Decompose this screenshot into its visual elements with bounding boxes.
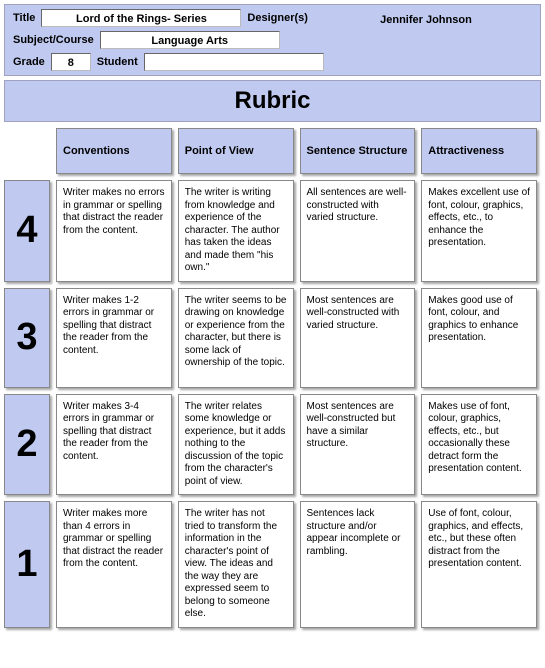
col-header-conventions: Conventions (56, 128, 172, 174)
cell-4-sentence: All sentences are well-constructed with … (300, 180, 416, 282)
score-2: 2 (4, 394, 50, 496)
cell-2-conventions: Writer makes 3-4 errors in grammar or sp… (56, 394, 172, 496)
grade-field[interactable]: 8 (51, 53, 91, 71)
subject-field[interactable]: Language Arts (100, 31, 280, 49)
col-header-sentence-structure: Sentence Structure (300, 128, 416, 174)
grade-label: Grade (7, 56, 51, 68)
cell-2-pov: The writer relates some knowledge or exp… (178, 394, 294, 496)
designer-value: Jennifer Johnson (314, 10, 538, 26)
cell-2-sentence: Most sentences are well-constructed but … (300, 394, 416, 496)
cell-3-pov: The writer seems to be drawing on knowle… (178, 288, 294, 388)
student-field[interactable] (144, 53, 324, 71)
cell-1-pov: The writer has not tried to transform th… (178, 501, 294, 628)
cell-1-conventions: Writer makes more than 4 errors in gramm… (56, 501, 172, 628)
col-header-point-of-view: Point of View (178, 128, 294, 174)
header-panel: Title Lord of the Rings- Series Designer… (4, 4, 541, 76)
score-1: 1 (4, 501, 50, 628)
cell-3-sentence: Most sentences are well-constructed with… (300, 288, 416, 388)
designer-label: Designer(s) (241, 12, 314, 24)
title-field[interactable]: Lord of the Rings- Series (41, 9, 241, 27)
grid-corner (4, 128, 50, 174)
cell-3-conventions: Writer makes 1-2 errors in grammar or sp… (56, 288, 172, 388)
cell-4-pov: The writer is writing from knowledge and… (178, 180, 294, 282)
cell-4-conventions: Writer makes no errors in grammar or spe… (56, 180, 172, 282)
subject-label: Subject/Course (7, 34, 100, 46)
cell-1-sentence: Sentences lack structure and/or appear i… (300, 501, 416, 628)
student-label: Student (91, 56, 144, 68)
cell-4-attractiveness: Makes excellent use of font, colour, gra… (421, 180, 537, 282)
score-3: 3 (4, 288, 50, 388)
cell-2-attractiveness: Makes use of font, colour, graphics, eff… (421, 394, 537, 496)
cell-3-attractiveness: Makes good use of font, colour, and grap… (421, 288, 537, 388)
rubric-grid: Conventions Point of View Sentence Struc… (4, 128, 541, 628)
rubric-title: Rubric (4, 80, 541, 122)
score-4: 4 (4, 180, 50, 282)
col-header-attractiveness: Attractiveness (421, 128, 537, 174)
title-label: Title (7, 12, 41, 24)
cell-1-attractiveness: Use of font, colour, graphics, and effec… (421, 501, 537, 628)
